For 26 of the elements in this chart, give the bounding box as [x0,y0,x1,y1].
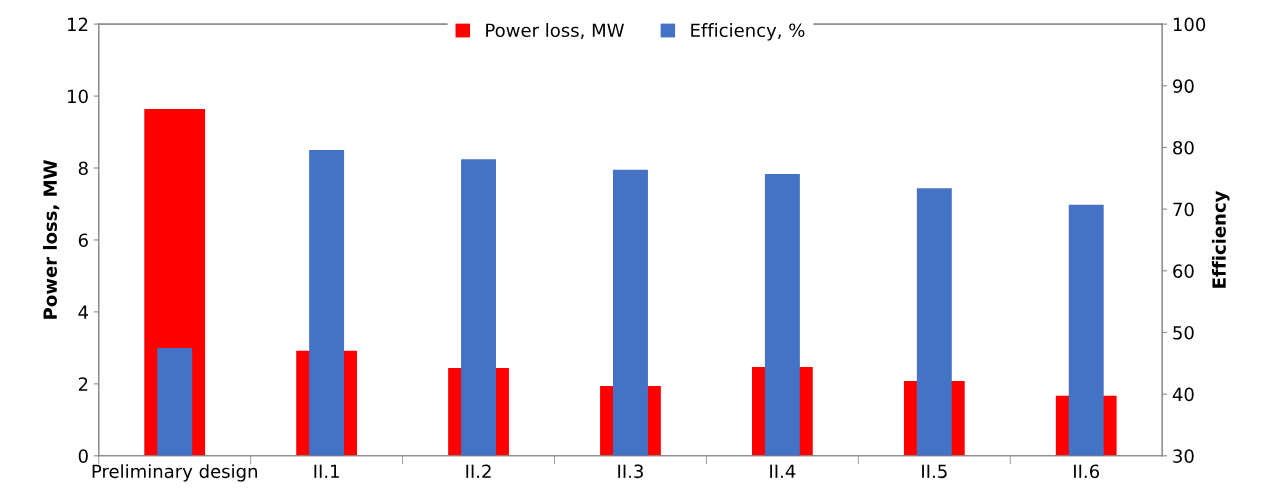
y2-tick-label: 80 [1173,140,1194,155]
y2-tick-label: 40 [1172,387,1194,402]
y2-tick-label: 30 [1173,449,1194,463]
y2-axis-title: Efficiency [1211,190,1230,288]
y-tick-label: 10 [68,89,88,104]
y2-tick-label: 90 [1173,79,1194,93]
y2-tick-label: 60 [1173,264,1194,278]
y-tick-label: 8 [78,161,88,176]
y-tick-label: 4 [78,305,89,319]
y-tick-label: 6 [78,233,88,248]
x-tick-label: II.4 [770,464,796,478]
x-tick-label: II.2 [466,464,491,478]
legend-label: Power loss, MW [486,23,624,39]
x-tick-label: II.6 [1074,464,1100,479]
x-tick-label: II.1 [314,464,339,478]
y-tick-label: 12 [68,17,88,31]
x-tick-label: Preliminary design [92,464,257,482]
y2-tick-label: 70 [1173,202,1194,217]
x-tick-label: II.5 [922,464,947,479]
y2-tick-label: 100 [1173,17,1206,32]
legend-label: Efficiency, % [691,23,805,41]
y-tick-label: 0 [78,449,88,463]
x-tick-label: II.3 [618,464,643,479]
y-tick-label: 2 [78,377,88,391]
y2-tick-label: 50 [1173,325,1194,340]
y-axis-title: Power loss, MW [43,160,60,319]
